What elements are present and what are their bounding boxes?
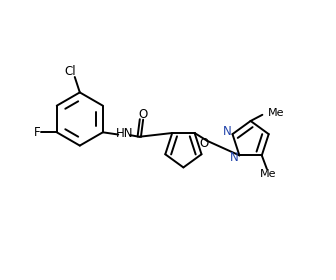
Text: Cl: Cl	[64, 66, 76, 78]
Text: Me: Me	[259, 169, 276, 179]
Text: N: N	[222, 125, 231, 138]
Text: F: F	[34, 126, 41, 139]
Text: N: N	[229, 151, 238, 164]
Text: O: O	[138, 108, 148, 121]
Text: O: O	[200, 137, 209, 150]
Text: HN: HN	[116, 127, 134, 141]
Text: Me: Me	[267, 108, 284, 118]
